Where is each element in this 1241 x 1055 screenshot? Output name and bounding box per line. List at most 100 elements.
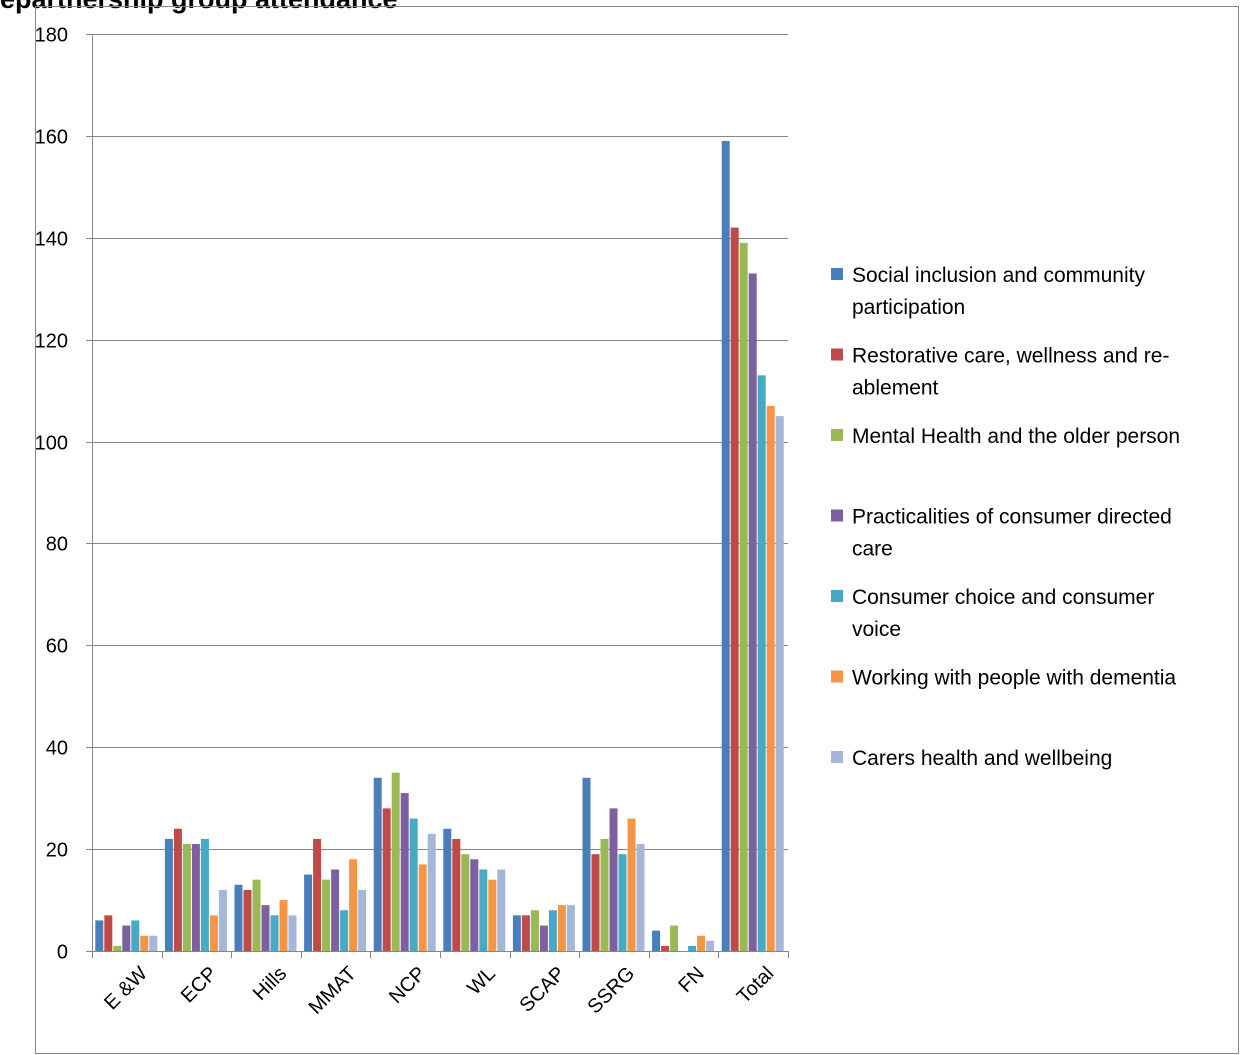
bar: [182, 844, 191, 951]
bar: [627, 818, 636, 951]
bar: [373, 777, 382, 951]
bar: [548, 910, 557, 951]
legend-item: Mental Health and the older person: [831, 425, 1180, 448]
legend-label: Practicalities of consumer directed care: [852, 506, 1172, 561]
bar: [149, 935, 158, 951]
bar: [775, 416, 784, 952]
bar: [591, 854, 600, 951]
bar: [766, 405, 775, 951]
legend: Social inclusion and community participat…: [831, 264, 1180, 770]
legend-label: Mental Health and the older person: [852, 425, 1180, 448]
legend-item: Working with people with dementia: [831, 667, 1176, 690]
x-tick-label: ECP: [177, 963, 222, 1008]
bar: [418, 864, 427, 951]
legend-item: Consumer choice and consumer voice: [831, 586, 1154, 641]
bar: [521, 915, 530, 951]
bar: [452, 838, 461, 951]
bar: [131, 920, 140, 951]
y-tick-label: 120: [35, 331, 68, 353]
y-tick-label: 0: [57, 942, 68, 964]
x-tick-label: E &W: [100, 963, 152, 1015]
bar: [164, 838, 173, 951]
legend-label: Restorative care, wellness and re-ableme…: [852, 345, 1169, 400]
y-tick-label: 180: [35, 25, 68, 47]
bar: [688, 945, 697, 951]
bar: [104, 915, 113, 951]
bar: [191, 844, 200, 951]
bar: [122, 925, 131, 951]
bar: [721, 140, 730, 952]
bar: [470, 859, 479, 951]
legend-label: Consumer choice and consumer voice: [852, 586, 1154, 641]
legend-swatch: [831, 429, 843, 441]
bar: [279, 900, 288, 951]
bar: [95, 920, 104, 951]
bar: [739, 242, 748, 951]
bar: [209, 915, 218, 951]
x-tick-label: Total: [733, 963, 778, 1008]
chart-border: [35, 6, 1239, 1054]
y-tick-label: 80: [46, 534, 68, 556]
bar: [461, 854, 470, 951]
bar: [313, 838, 322, 951]
bar: [400, 793, 409, 951]
bar: [706, 940, 715, 951]
bar: [670, 925, 679, 951]
legend-item: Restorative care, wellness and re-ableme…: [831, 345, 1169, 400]
y-tick-label: 140: [35, 229, 68, 251]
bar: [697, 935, 706, 951]
legend-swatch: [831, 590, 843, 602]
bar: [304, 874, 313, 951]
legend-swatch: [831, 268, 843, 280]
x-tick-label: MMAT: [305, 963, 361, 1019]
y-tick-label: 60: [46, 636, 68, 658]
y-tick-label: 160: [35, 127, 68, 149]
bar: [200, 838, 209, 951]
bar: [600, 838, 609, 951]
bar: [173, 828, 182, 951]
x-tick-label: WL: [463, 963, 500, 1000]
bar: [539, 925, 548, 951]
bar: [234, 884, 243, 951]
bar: [288, 915, 297, 951]
x-tick-label: SCAP: [515, 963, 569, 1017]
bar: [636, 844, 645, 951]
y-tick-label: 40: [46, 738, 68, 760]
y-tick-label: 20: [46, 840, 68, 862]
bar: [557, 905, 566, 951]
bar: [582, 777, 591, 951]
x-tick-label: Hills: [249, 963, 291, 1005]
bar: [243, 889, 252, 951]
bar: [270, 915, 279, 951]
bar: [530, 910, 539, 951]
bar: [322, 879, 331, 951]
bar: [566, 905, 575, 951]
bar: [661, 945, 670, 951]
bar: [609, 808, 618, 951]
bar: [479, 869, 488, 951]
bar: [427, 833, 436, 951]
bar: [409, 818, 418, 951]
bar: [261, 905, 270, 951]
gridlines: [92, 34, 788, 850]
axes: [86, 34, 789, 958]
legend-swatch: [831, 348, 843, 361]
bar: [443, 828, 452, 951]
bar: [218, 889, 227, 951]
legend-swatch: [831, 509, 843, 522]
legend-label: Working with people with dementia: [852, 667, 1176, 690]
bar: [331, 869, 340, 951]
bar: [113, 945, 122, 951]
legend-item: Carers health and wellbeing: [831, 747, 1112, 770]
legend-label: Social inclusion and community participat…: [852, 264, 1145, 319]
legend-item: Practicalities of consumer directed care: [831, 506, 1172, 561]
bar: [748, 273, 757, 951]
legend-label: Carers health and wellbeing: [852, 747, 1112, 770]
bar: [488, 879, 497, 951]
bar: [652, 930, 661, 951]
bar: [757, 375, 766, 952]
legend-item: Social inclusion and community participat…: [831, 264, 1145, 319]
x-tick-label: NCP: [385, 963, 430, 1008]
